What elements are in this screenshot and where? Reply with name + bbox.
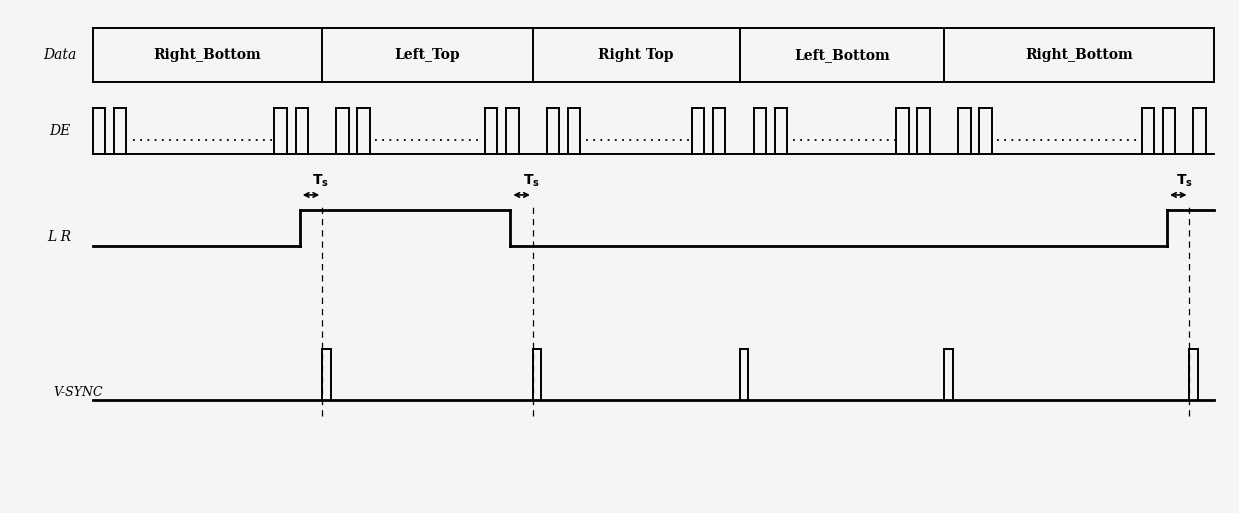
Text: V-SYNC: V-SYNC — [53, 386, 103, 399]
Text: DE: DE — [48, 124, 71, 138]
Text: $\mathbf{T_s}$: $\mathbf{T_s}$ — [312, 172, 330, 189]
Text: $\mathbf{T_s}$: $\mathbf{T_s}$ — [1176, 172, 1193, 189]
Text: Right_Bottom: Right_Bottom — [154, 48, 261, 62]
Text: Left_Bottom: Left_Bottom — [794, 48, 890, 62]
Text: Left_Top: Left_Top — [395, 48, 460, 62]
Text: $\mathbf{T_s}$: $\mathbf{T_s}$ — [523, 172, 540, 189]
Text: L R: L R — [47, 230, 72, 244]
Text: Right Top: Right Top — [598, 48, 674, 62]
Text: Data: Data — [43, 48, 76, 62]
Text: Right_Bottom: Right_Bottom — [1026, 48, 1132, 62]
